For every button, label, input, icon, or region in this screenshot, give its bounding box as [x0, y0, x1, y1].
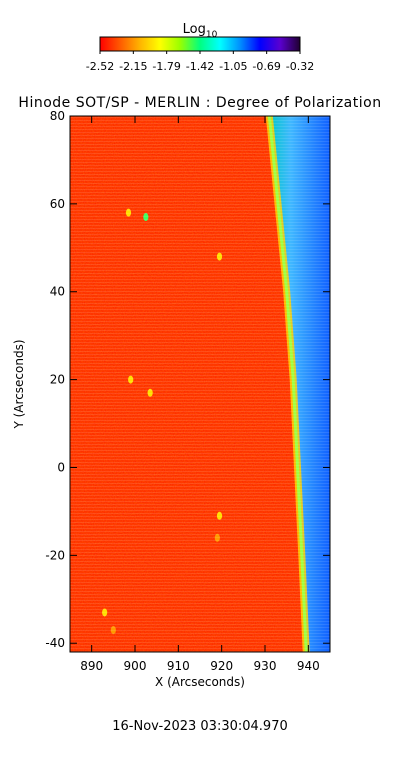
x-axis-label: X (Arcseconds)	[155, 675, 245, 689]
y-tick-label: 40	[50, 285, 65, 299]
colorbar-tick-label: -2.52	[86, 60, 114, 73]
colorbar-ticks: -2.52 -2.15 -1.79 -1.42 -1.05 -0.69 -0.32	[86, 51, 314, 73]
chart-title: Hinode SOT/SP - MERLIN : Degree of Polar…	[18, 95, 381, 111]
colorbar-tick-label: -2.15	[119, 60, 147, 73]
x-tick-label: 930	[254, 659, 277, 673]
colorbar-tick-label: -1.42	[186, 60, 214, 73]
colorbar-tick-label: -1.05	[219, 60, 247, 73]
x-tick-label: 940	[297, 659, 320, 673]
y-tick-label: 20	[50, 373, 65, 387]
x-tick-label: 900	[124, 659, 147, 673]
y-tick-label: -40	[45, 636, 65, 650]
x-tick-label: 920	[210, 659, 233, 673]
colorbar-tick-label: -0.32	[286, 60, 314, 73]
colorbar	[99, 36, 301, 52]
y-tick-label: 0	[57, 460, 65, 474]
y-axis: -40 -20 0 20 40 60 80	[45, 109, 330, 650]
colorbar-title: Log10	[183, 22, 218, 40]
y-axis-label: Y (Arcseconds)	[12, 339, 26, 429]
colorbar-title-subscript: 10	[206, 30, 218, 40]
x-axis: 890 900 910 920 930 940	[80, 116, 320, 673]
y-tick-label: 60	[50, 197, 65, 211]
x-tick-label: 910	[167, 659, 190, 673]
scan-stripes	[70, 116, 330, 652]
y-tick-label: -20	[45, 548, 65, 562]
plot-area	[70, 116, 330, 652]
timestamp: 16-Nov-2023 03:30:04.970	[112, 719, 288, 734]
colorbar-tick-label: -0.69	[252, 60, 280, 73]
y-tick-label: 80	[50, 109, 65, 123]
colorbar-tick-label: -1.79	[152, 60, 180, 73]
x-tick-label: 890	[80, 659, 103, 673]
colorbar-title-base: Log	[183, 22, 206, 37]
plot-frame	[69, 115, 331, 653]
